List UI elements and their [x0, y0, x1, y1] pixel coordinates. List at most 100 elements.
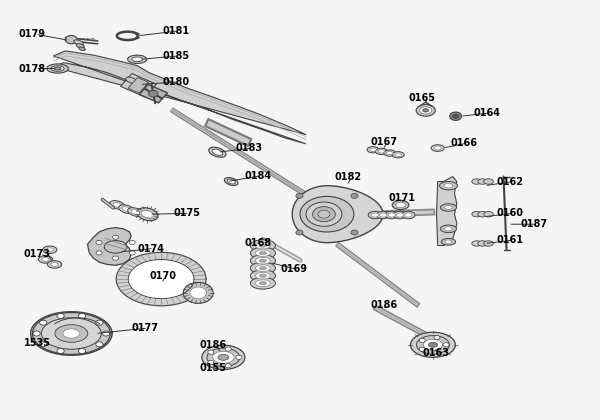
- Ellipse shape: [259, 259, 266, 262]
- Ellipse shape: [140, 88, 151, 94]
- Ellipse shape: [300, 197, 354, 232]
- Circle shape: [40, 320, 47, 325]
- Ellipse shape: [478, 241, 487, 246]
- Ellipse shape: [79, 47, 85, 51]
- Polygon shape: [292, 186, 383, 243]
- Ellipse shape: [420, 107, 431, 114]
- Ellipse shape: [431, 145, 444, 151]
- Text: 0166: 0166: [451, 138, 478, 148]
- Circle shape: [136, 33, 139, 35]
- Text: 0165: 0165: [409, 93, 436, 103]
- Ellipse shape: [259, 274, 266, 277]
- Circle shape: [351, 193, 358, 198]
- Ellipse shape: [395, 153, 401, 156]
- Ellipse shape: [472, 179, 481, 184]
- Ellipse shape: [51, 262, 58, 266]
- Text: 0187: 0187: [520, 219, 547, 229]
- Ellipse shape: [385, 211, 398, 219]
- Ellipse shape: [405, 213, 412, 217]
- Ellipse shape: [74, 40, 83, 45]
- Text: 0160: 0160: [496, 208, 523, 218]
- Ellipse shape: [388, 213, 395, 217]
- Ellipse shape: [386, 151, 393, 155]
- Circle shape: [113, 256, 119, 260]
- Ellipse shape: [478, 179, 487, 184]
- Ellipse shape: [41, 318, 101, 349]
- Ellipse shape: [256, 280, 271, 286]
- Circle shape: [149, 90, 158, 97]
- Ellipse shape: [478, 211, 487, 217]
- Circle shape: [434, 336, 440, 340]
- Ellipse shape: [54, 67, 61, 70]
- Circle shape: [57, 313, 64, 318]
- Ellipse shape: [370, 148, 376, 151]
- Ellipse shape: [256, 257, 271, 264]
- Bar: [139, 84, 167, 103]
- Ellipse shape: [384, 150, 396, 156]
- Ellipse shape: [137, 208, 158, 221]
- Circle shape: [33, 331, 40, 336]
- Text: 0179: 0179: [19, 29, 46, 39]
- Text: 0180: 0180: [163, 77, 190, 87]
- Ellipse shape: [212, 149, 223, 155]
- Text: 0169: 0169: [281, 265, 308, 274]
- Ellipse shape: [110, 201, 125, 209]
- Ellipse shape: [445, 240, 452, 244]
- Ellipse shape: [224, 178, 238, 186]
- Circle shape: [96, 240, 102, 244]
- Text: 0185: 0185: [163, 51, 190, 61]
- Ellipse shape: [402, 211, 415, 219]
- Circle shape: [443, 343, 449, 347]
- Ellipse shape: [434, 146, 441, 150]
- Ellipse shape: [313, 207, 335, 222]
- Ellipse shape: [47, 261, 62, 268]
- Circle shape: [129, 240, 135, 244]
- Ellipse shape: [397, 213, 404, 217]
- Circle shape: [208, 350, 214, 354]
- Ellipse shape: [63, 329, 80, 338]
- Ellipse shape: [367, 147, 379, 153]
- Text: 0183: 0183: [235, 143, 262, 153]
- Ellipse shape: [212, 351, 234, 363]
- Ellipse shape: [440, 225, 457, 233]
- Ellipse shape: [42, 257, 49, 261]
- Ellipse shape: [256, 265, 271, 272]
- Ellipse shape: [209, 147, 226, 158]
- Text: 0178: 0178: [19, 63, 46, 73]
- Circle shape: [129, 251, 135, 255]
- Ellipse shape: [43, 246, 57, 254]
- Text: 0175: 0175: [173, 208, 200, 218]
- Polygon shape: [128, 260, 194, 299]
- Ellipse shape: [131, 210, 140, 215]
- Ellipse shape: [416, 105, 435, 116]
- Bar: [121, 74, 156, 97]
- Text: 0164: 0164: [473, 108, 500, 118]
- Text: 0182: 0182: [335, 172, 362, 182]
- Ellipse shape: [410, 332, 455, 357]
- Text: 0171: 0171: [389, 193, 416, 203]
- Ellipse shape: [113, 202, 122, 207]
- Ellipse shape: [445, 227, 452, 231]
- Ellipse shape: [32, 312, 110, 354]
- Text: 0174: 0174: [137, 244, 164, 254]
- Ellipse shape: [377, 211, 390, 219]
- Ellipse shape: [256, 242, 271, 249]
- Ellipse shape: [126, 77, 137, 83]
- Ellipse shape: [259, 244, 266, 247]
- Ellipse shape: [378, 150, 385, 153]
- Ellipse shape: [132, 57, 143, 62]
- Text: 0186: 0186: [199, 340, 227, 350]
- Circle shape: [96, 320, 103, 325]
- Ellipse shape: [428, 342, 437, 347]
- Ellipse shape: [207, 348, 240, 367]
- Ellipse shape: [306, 202, 342, 226]
- Ellipse shape: [472, 241, 481, 246]
- Ellipse shape: [128, 55, 147, 63]
- Ellipse shape: [368, 211, 382, 219]
- Ellipse shape: [484, 211, 493, 217]
- Ellipse shape: [256, 273, 271, 279]
- Ellipse shape: [76, 44, 85, 48]
- Ellipse shape: [444, 184, 452, 188]
- Ellipse shape: [396, 202, 406, 208]
- Circle shape: [96, 342, 103, 347]
